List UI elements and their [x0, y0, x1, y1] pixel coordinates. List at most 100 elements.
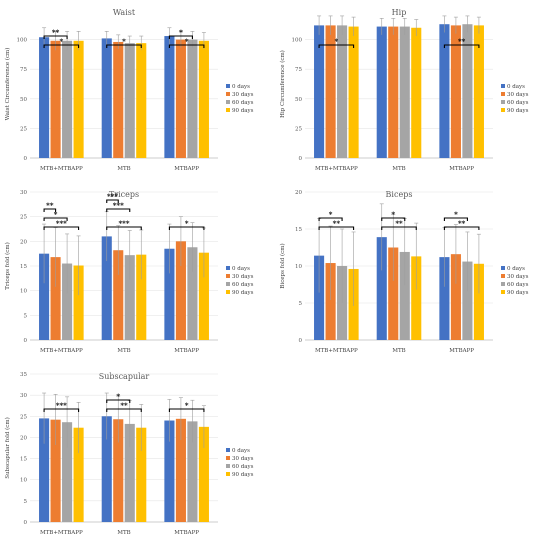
bar	[136, 254, 147, 340]
category-label: MTB+MTBAPP	[40, 530, 83, 536]
significance-label: **	[458, 219, 466, 228]
category-label: MTB	[117, 530, 130, 536]
significance-label: *	[391, 210, 395, 219]
significance-label: ***	[56, 401, 67, 410]
y-tick-label: 5	[299, 301, 303, 307]
legend-swatch	[501, 84, 505, 88]
legend-label: 60 days	[232, 464, 254, 470]
y-tick-label: 20	[295, 190, 302, 196]
significance-bracket	[318, 226, 355, 230]
significance-label: *	[179, 28, 183, 37]
category-label: MTBAPP	[174, 348, 199, 354]
bar	[73, 265, 84, 340]
y-tick-label: 50	[20, 97, 27, 103]
significance-label: **	[120, 401, 128, 410]
significance-bracket	[106, 399, 131, 403]
significance-bracket	[443, 217, 468, 221]
category-label: MTB	[392, 166, 405, 172]
legend-label: 30 days	[507, 274, 529, 280]
significance-bracket	[318, 217, 343, 221]
y-axis-label: Waist Circumference (cm)	[4, 48, 11, 121]
y-tick-label: 20	[20, 435, 27, 441]
bar	[175, 241, 186, 340]
significance-label: ***	[113, 201, 124, 210]
y-tick-label: 0	[299, 338, 303, 344]
bar	[136, 427, 147, 522]
significance-label: *	[185, 37, 189, 46]
significance-label: **	[333, 219, 341, 228]
legend-label: 90 days	[232, 472, 254, 478]
y-tick-label: 25	[20, 414, 27, 420]
bar	[101, 236, 112, 340]
bar	[198, 426, 209, 522]
legend-label: 90 days	[507, 108, 529, 114]
legend-label: 0 days	[232, 448, 250, 454]
y-tick-label: 10	[295, 264, 302, 270]
y-tick-label: 75	[20, 67, 27, 73]
legend-swatch	[501, 266, 505, 270]
legend-swatch	[501, 290, 505, 294]
significance-label: **	[458, 37, 466, 46]
y-tick-label: 5	[24, 313, 28, 319]
bar	[164, 36, 175, 158]
bar	[187, 247, 198, 340]
legend-label: 30 days	[507, 92, 529, 98]
y-tick-label: 0	[24, 156, 28, 162]
y-tick-label: 35	[20, 372, 27, 378]
bar	[399, 251, 410, 340]
significance-label: *	[185, 219, 189, 228]
bar	[39, 418, 50, 522]
significance-label: ***	[107, 192, 118, 201]
bar	[113, 419, 124, 522]
bar	[325, 25, 336, 159]
legend-swatch	[226, 472, 230, 476]
bar	[473, 263, 484, 340]
bar	[101, 416, 112, 522]
chart-svg: Triceps 0 5 10 15 20 25 30 Triceps fold (cm) MTB+…	[4, 190, 254, 354]
bar	[450, 254, 461, 340]
legend-label: 60 days	[507, 282, 529, 288]
y-tick-label: 30	[20, 190, 27, 196]
legend-swatch	[226, 108, 230, 112]
legend-label: 60 days	[232, 282, 254, 288]
significance-label: *	[185, 401, 189, 410]
category-label: MTB	[117, 348, 130, 354]
legend-label: 0 days	[507, 84, 525, 90]
significance-label: **	[46, 201, 54, 210]
chart-waist: Waist 0 25 50 75 100 Waist Circumference (cm) M…	[0, 0, 275, 182]
bar	[439, 24, 450, 158]
bar	[50, 257, 61, 340]
bar	[399, 26, 410, 158]
legend-label: 60 days	[232, 100, 254, 106]
bar	[473, 25, 484, 159]
bar	[62, 263, 73, 340]
y-tick-label: 100	[292, 38, 303, 44]
significance-label: *	[116, 392, 120, 401]
category-label: MTBAPP	[174, 166, 199, 172]
bar	[73, 40, 84, 159]
bar	[50, 40, 61, 159]
bar	[325, 263, 336, 340]
significance-bracket	[443, 226, 480, 230]
legend-swatch	[226, 290, 230, 294]
bar	[187, 39, 198, 158]
bar	[164, 420, 175, 522]
legend-swatch	[226, 266, 230, 270]
significance-label: *	[454, 210, 458, 219]
chart-subscapular: Subscapular 0 5 10 15 20 25 30 35 Subscapular fol…	[0, 364, 275, 546]
bar	[462, 24, 473, 158]
significance-bracket	[106, 208, 131, 212]
y-tick-label: 15	[20, 264, 27, 270]
bar	[136, 43, 147, 158]
bar	[50, 419, 61, 522]
significance-label: **	[52, 28, 60, 37]
category-label: MTB+MTBAPP	[315, 348, 358, 354]
chart-title: Hip	[392, 8, 407, 17]
legend-swatch	[501, 108, 505, 112]
significance-bracket	[443, 44, 480, 48]
legend-swatch	[501, 92, 505, 96]
bar	[62, 40, 73, 159]
bar	[187, 421, 198, 522]
chart-title: Subscapular	[99, 372, 150, 381]
bar	[62, 422, 73, 522]
